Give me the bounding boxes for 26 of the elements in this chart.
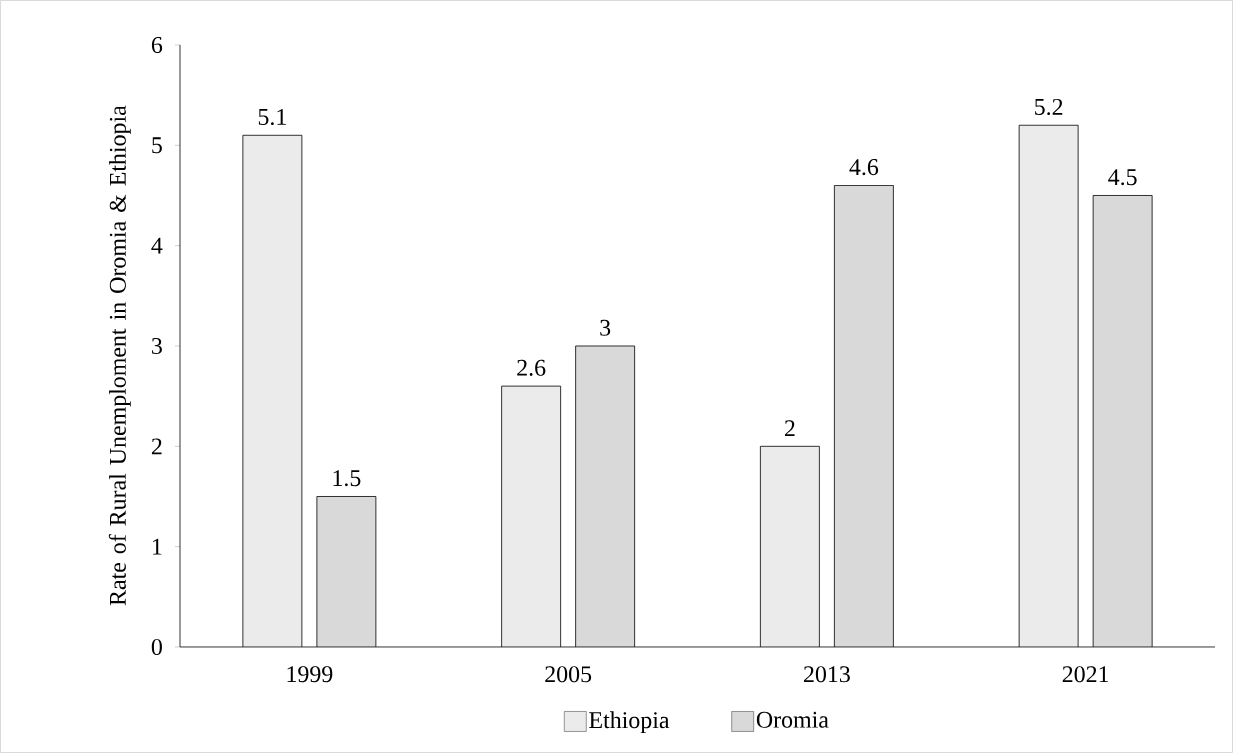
legend-label: Ethiopia (589, 711, 670, 734)
data-label: 3 (600, 319, 611, 336)
legend-label: Oromia (756, 711, 829, 728)
x-tick-label: 2005 (545, 666, 592, 683)
x-tick-label: 1999 (287, 666, 333, 683)
bar (760, 446, 820, 647)
data-label: 5.2 (1035, 98, 1063, 116)
data-label: 4.5 (1108, 169, 1137, 186)
x-tick-label: 2021 (1062, 666, 1109, 683)
bar (242, 135, 302, 647)
bar (501, 386, 561, 647)
y-tick-label: 6 (151, 36, 163, 54)
bar (1018, 124, 1079, 647)
y-tick-label: 2 (151, 438, 162, 455)
y-tick-label: 1 (152, 538, 162, 555)
data-label: 2 (784, 420, 795, 437)
data-label: 1.5 (333, 470, 361, 487)
data-label: 5.1 (258, 108, 286, 126)
x-tick-label: 2013 (804, 666, 850, 683)
y-tick-label: 0 (151, 638, 162, 656)
y-axis-title: Rate of Rural Unemploment in Oromia & Ethiopia (108, 105, 131, 606)
y-tick-label: 3 (152, 337, 162, 355)
y-tick-label: 5 (152, 137, 162, 154)
y-tick-label: 4 (151, 237, 163, 254)
data-label: 2.6 (517, 359, 546, 376)
data-label: 4.6 (849, 159, 879, 176)
